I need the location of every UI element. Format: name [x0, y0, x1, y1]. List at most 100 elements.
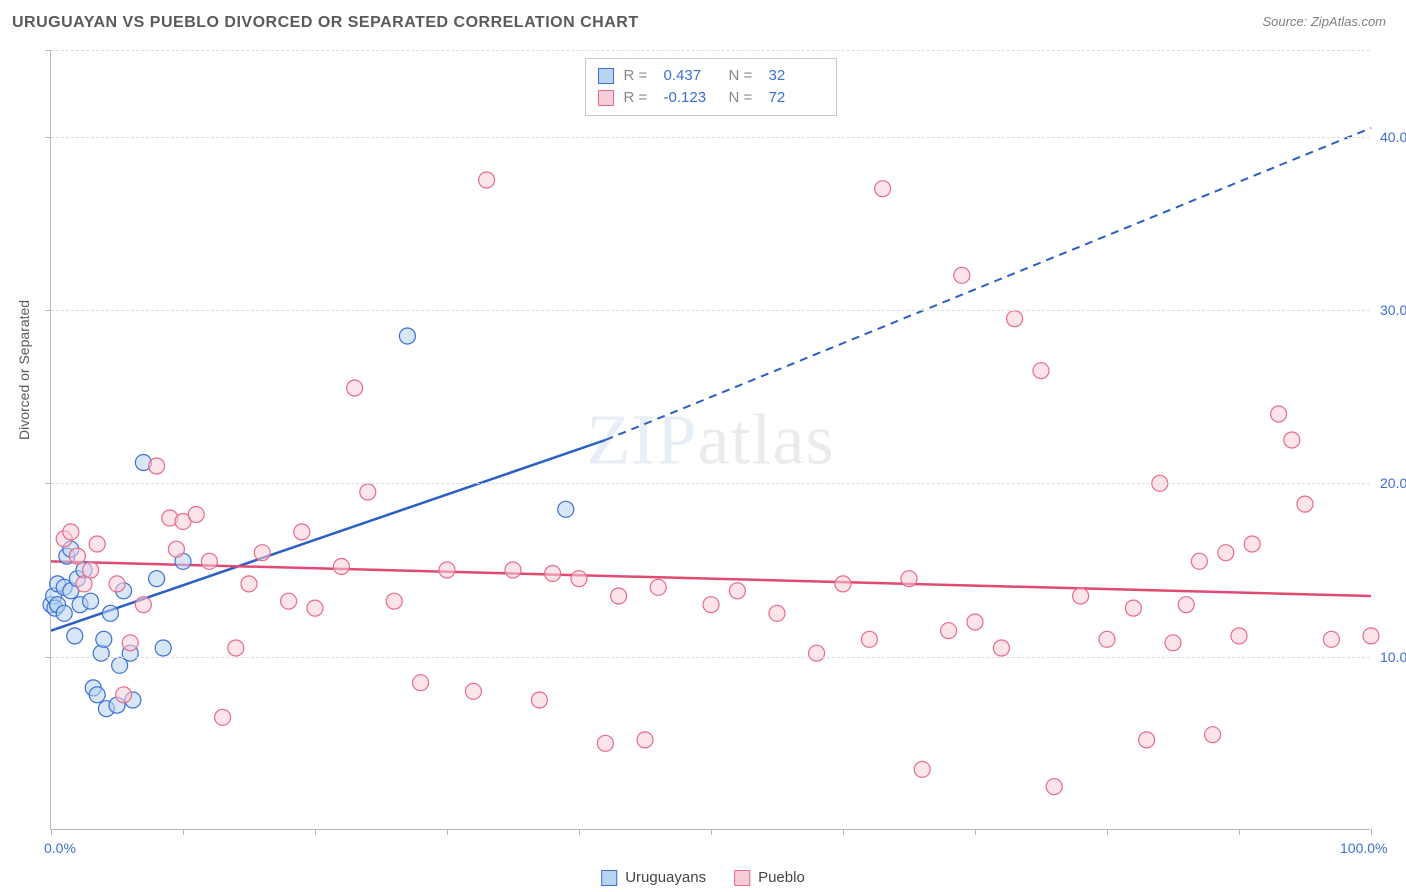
series-legend: Uruguayans Pueblo — [601, 869, 805, 886]
bottom-legend-pueblo: Pueblo — [734, 869, 805, 886]
point-uruguayans — [93, 645, 109, 661]
point-pueblo — [1139, 732, 1155, 748]
point-pueblo — [650, 579, 666, 595]
point-pueblo — [901, 571, 917, 587]
scatter-svg — [51, 50, 1370, 829]
legend-n-label: N = — [729, 65, 759, 87]
point-pueblo — [505, 562, 521, 578]
point-pueblo — [89, 536, 105, 552]
point-uruguayans — [89, 687, 105, 703]
point-pueblo — [439, 562, 455, 578]
point-pueblo — [109, 576, 125, 592]
point-pueblo — [769, 605, 785, 621]
point-pueblo — [1363, 628, 1379, 644]
point-pueblo — [201, 553, 217, 569]
bottom-legend-label-uruguayans: Uruguayans — [625, 869, 706, 886]
y-tick-label: 30.0% — [1380, 302, 1406, 318]
chart-title: URUGUAYAN VS PUEBLO DIVORCED OR SEPARATE… — [12, 14, 639, 31]
point-uruguayans — [96, 631, 112, 647]
point-pueblo — [914, 761, 930, 777]
legend-r-value-uruguayans: 0.437 — [664, 65, 719, 87]
x-tick — [711, 829, 712, 835]
point-uruguayans — [399, 328, 415, 344]
point-pueblo — [386, 593, 402, 609]
trend-line-uruguayans — [51, 440, 605, 631]
point-pueblo — [1271, 406, 1287, 422]
x-tick — [1107, 829, 1108, 835]
plot-area: ZIPatlas R =0.437N =32R =-0.123N =72 10.… — [50, 50, 1370, 830]
point-pueblo — [611, 588, 627, 604]
point-pueblo — [637, 732, 653, 748]
point-pueblo — [954, 267, 970, 283]
x-tick — [183, 829, 184, 835]
point-pueblo — [254, 545, 270, 561]
point-pueblo — [1073, 588, 1089, 604]
legend-row-uruguayans: R = 0.437 N = 32 — [598, 65, 824, 87]
legend-n-value-uruguayans: 32 — [769, 65, 824, 87]
point-pueblo — [993, 640, 1009, 656]
point-pueblo — [545, 565, 561, 581]
point-pueblo — [1007, 311, 1023, 327]
y-tick — [45, 483, 51, 484]
y-tick — [45, 50, 51, 51]
point-uruguayans — [558, 501, 574, 517]
correlation-legend: R = 0.437 N = 32R =-0.123N =72 — [585, 58, 837, 116]
x-tick — [1371, 829, 1372, 835]
point-pueblo — [1178, 597, 1194, 613]
point-pueblo — [1191, 553, 1207, 569]
y-tick-label: 20.0% — [1380, 475, 1406, 491]
point-pueblo — [861, 631, 877, 647]
x-tick — [579, 829, 580, 835]
point-pueblo — [1205, 727, 1221, 743]
legend-row-pueblo: R =-0.123N =72 — [598, 87, 824, 109]
point-pueblo — [1284, 432, 1300, 448]
x-tick — [51, 829, 52, 835]
point-pueblo — [347, 380, 363, 396]
x-tick-label: 100.0% — [1340, 840, 1387, 856]
point-pueblo — [531, 692, 547, 708]
point-pueblo — [571, 571, 587, 587]
point-pueblo — [168, 541, 184, 557]
x-tick-label: 0.0% — [44, 840, 76, 856]
point-pueblo — [228, 640, 244, 656]
y-tick — [45, 137, 51, 138]
legend-r-label: R = — [624, 87, 654, 109]
point-pueblo — [1244, 536, 1260, 552]
swatch-uruguayans — [598, 68, 614, 84]
point-pueblo — [597, 735, 613, 751]
point-pueblo — [241, 576, 257, 592]
point-pueblo — [835, 576, 851, 592]
y-tick-label: 10.0% — [1380, 649, 1406, 665]
bottom-legend-label-pueblo: Pueblo — [758, 869, 805, 886]
point-pueblo — [1033, 363, 1049, 379]
point-pueblo — [1231, 628, 1247, 644]
y-tick — [45, 657, 51, 658]
point-pueblo — [875, 181, 891, 197]
point-pueblo — [479, 172, 495, 188]
point-pueblo — [307, 600, 323, 616]
point-pueblo — [1297, 496, 1313, 512]
point-pueblo — [729, 583, 745, 599]
point-pueblo — [83, 562, 99, 578]
trend-line-dash-uruguayans — [605, 128, 1371, 440]
gridline — [51, 483, 1370, 484]
point-uruguayans — [67, 628, 83, 644]
gridline — [51, 310, 1370, 311]
bottom-legend-uruguayans: Uruguayans — [601, 869, 706, 886]
point-uruguayans — [102, 605, 118, 621]
point-pueblo — [63, 524, 79, 540]
point-pueblo — [360, 484, 376, 500]
point-pueblo — [215, 709, 231, 725]
y-tick — [45, 310, 51, 311]
point-pueblo — [188, 507, 204, 523]
swatch-uruguayans-bottom — [601, 870, 617, 886]
source-label: Source: ZipAtlas.com — [1262, 14, 1386, 29]
y-axis-label: Divorced or Separated — [16, 300, 32, 440]
swatch-pueblo — [598, 90, 614, 106]
point-pueblo — [294, 524, 310, 540]
point-pueblo — [1125, 600, 1141, 616]
gridline — [51, 50, 1370, 51]
point-pueblo — [149, 458, 165, 474]
legend-r-label: R = — [624, 65, 654, 87]
point-pueblo — [1099, 631, 1115, 647]
